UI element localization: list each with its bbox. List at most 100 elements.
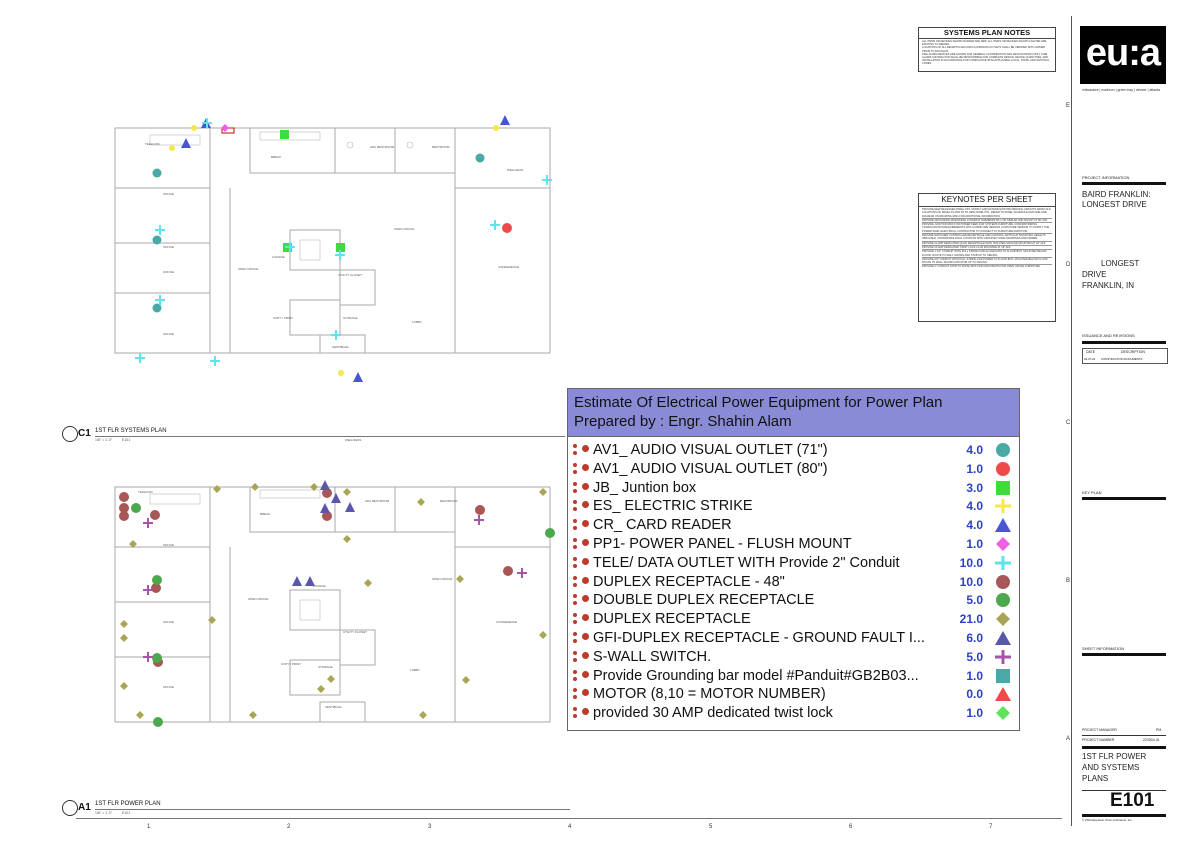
wall-switch-icon bbox=[143, 518, 153, 528]
sheet-info-header: SHEET INFORMATION bbox=[1082, 646, 1125, 651]
diamond-icon bbox=[996, 537, 1010, 551]
room-office-c1-3: OFFICE bbox=[163, 270, 174, 274]
square-shape bbox=[996, 668, 1010, 683]
circle-icon bbox=[996, 593, 1010, 608]
bullet-icon bbox=[582, 463, 589, 471]
room-office-c1-2: OFFICE bbox=[163, 245, 174, 249]
estimate-row: JB_ Juntion box 3.0 bbox=[568, 479, 1019, 497]
room-conference-c1: CONFERENCE bbox=[498, 265, 520, 269]
duplex-receptacle-icon bbox=[120, 682, 128, 690]
row-marker-dot bbox=[573, 545, 577, 549]
systems-plan-symbols bbox=[135, 115, 552, 382]
estimate-row: AV1_ AUDIO VISUAL OUTLET (80") 1.0 bbox=[568, 460, 1019, 478]
double-duplex-icon bbox=[152, 653, 162, 663]
gfi-receptacle-icon bbox=[331, 493, 341, 503]
electric-strike-icon bbox=[493, 125, 499, 131]
power-plan-symbols bbox=[119, 480, 555, 727]
circle-shape bbox=[996, 461, 1010, 476]
estimate-item-name: MOTOR (8,10 = MOTOR NUMBER) bbox=[593, 686, 826, 703]
estimate-subtitle: Prepared by : Engr. Shahin Alam bbox=[574, 413, 792, 430]
double-duplex-icon bbox=[153, 717, 163, 727]
grid-number-1: 1 bbox=[147, 824, 151, 830]
duplex-receptacle-48-icon bbox=[322, 488, 332, 498]
estimate-row: TELE/ DATA OUTLET WITH Provide 2" Condui… bbox=[568, 554, 1019, 572]
square-icon bbox=[996, 480, 1010, 495]
firm-logo: eu:a bbox=[1080, 26, 1166, 84]
room-lounge-c1: LOUNGE bbox=[272, 255, 285, 259]
keynotes-title: KEYNOTES PER SHEET bbox=[919, 194, 1055, 207]
data-outlet-icon bbox=[331, 330, 341, 340]
duplex-receptacle-48-icon bbox=[503, 566, 513, 576]
av-outlet-80-icon bbox=[502, 223, 512, 233]
estimate-row: ES_ ELECTRIC STRIKE 4.0 bbox=[568, 497, 1019, 515]
bullet-icon bbox=[582, 576, 589, 584]
triangle-shape bbox=[995, 518, 1011, 533]
room-telecom-a1: TELECOM bbox=[138, 490, 153, 494]
room-utility-closet-c1: UTILITY CLOSET bbox=[338, 273, 362, 277]
card-reader-icon bbox=[500, 115, 510, 125]
issuance-rule bbox=[1082, 341, 1166, 344]
row-marker-dot bbox=[573, 575, 577, 580]
row-marker-dot bbox=[573, 481, 577, 486]
project-addr-line1: LONGEST bbox=[1101, 259, 1140, 268]
estimate-item-qty: 4.0 bbox=[966, 499, 983, 514]
double-duplex-icon bbox=[545, 528, 555, 538]
keynote-7: PROVIDE 1-1/2" CONDUIT WITH PULL STRING … bbox=[922, 250, 1052, 258]
estimate-panel: Estimate Of Electrical Power Equipment f… bbox=[567, 388, 1020, 731]
row-marker-dot bbox=[573, 538, 577, 542]
row-marker-dot bbox=[573, 639, 577, 643]
estimate-item-qty: 4.0 bbox=[966, 518, 983, 533]
estimate-item-qty: 0.0 bbox=[966, 687, 983, 702]
row-marker-dot bbox=[573, 650, 577, 655]
plan-c1-title: 1ST FLR SYSTEMS PLAN bbox=[95, 428, 167, 434]
circle-icon bbox=[996, 574, 1010, 589]
row-marker-dot bbox=[573, 507, 577, 512]
row-marker-dot bbox=[573, 669, 577, 674]
wall-switch-icon bbox=[143, 585, 153, 595]
keynote-4: PROVIDE SWITCHED CONTROLLED RECEPTACLE A… bbox=[922, 234, 1052, 242]
cross-shape bbox=[995, 555, 1011, 570]
estimate-title: Estimate Of Electrical Power Equipment f… bbox=[574, 394, 943, 411]
estimate-item-qty: 1.0 bbox=[966, 668, 983, 683]
duplex-receptacle-icon bbox=[456, 575, 464, 583]
estimate-row: PP1- POWER PANEL - FLUSH MOUNT 1.0 bbox=[568, 535, 1019, 553]
key-plan-rule bbox=[1082, 497, 1166, 500]
triangle-icon bbox=[995, 687, 1011, 702]
junction-box-icon bbox=[336, 243, 345, 252]
plan-a1-id: A1 bbox=[78, 802, 91, 813]
cross-icon bbox=[995, 649, 1011, 664]
row-marker-dot bbox=[573, 582, 577, 587]
estimate-row: DOUBLE DUPLEX RECEPTACLE 5.0 bbox=[568, 591, 1019, 609]
duplex-receptacle-icon bbox=[120, 634, 128, 642]
wall-switch-icon bbox=[474, 515, 484, 525]
room-open-office-a1: OPEN OFFICE bbox=[248, 597, 269, 601]
diamond-shape bbox=[996, 612, 1010, 627]
cross-icon bbox=[995, 555, 1011, 570]
row-marker-dot bbox=[573, 613, 577, 618]
row-marker-dot bbox=[573, 620, 577, 625]
bullet-icon bbox=[582, 595, 589, 603]
wall-switch-icon bbox=[517, 568, 527, 578]
plan-c1-id: C1 bbox=[78, 428, 91, 439]
room-ada-restroom-c1: ADA RESTROOM bbox=[370, 145, 395, 149]
circle-icon bbox=[996, 461, 1010, 476]
row-marker-dot bbox=[573, 714, 577, 719]
project-info-rule bbox=[1082, 182, 1166, 185]
diamond-shape bbox=[996, 537, 1010, 551]
bullet-icon bbox=[582, 651, 589, 659]
circle-icon bbox=[996, 443, 1010, 457]
duplex-receptacle-icon bbox=[539, 631, 547, 639]
row-marker-dot bbox=[573, 707, 577, 712]
sheet-number-bottom-rule bbox=[1082, 814, 1166, 817]
cross-shape bbox=[995, 499, 1011, 514]
row-marker-dot bbox=[573, 462, 577, 467]
plan-a1-ref: E101 bbox=[122, 811, 131, 815]
issuance-col-date: DATE bbox=[1086, 350, 1096, 354]
duplex-receptacle-icon bbox=[317, 685, 325, 693]
gfi-receptacle-icon bbox=[292, 576, 302, 586]
room-copy-print-c1: COPY / PRINT bbox=[273, 316, 293, 320]
issuance-row-date: 03-07-24 bbox=[1084, 357, 1096, 361]
data-outlet-icon bbox=[210, 356, 220, 366]
estimate-item-name: DUPLEX RECEPTACLE - 48" bbox=[593, 573, 785, 590]
duplex-receptacle-icon bbox=[129, 540, 137, 548]
